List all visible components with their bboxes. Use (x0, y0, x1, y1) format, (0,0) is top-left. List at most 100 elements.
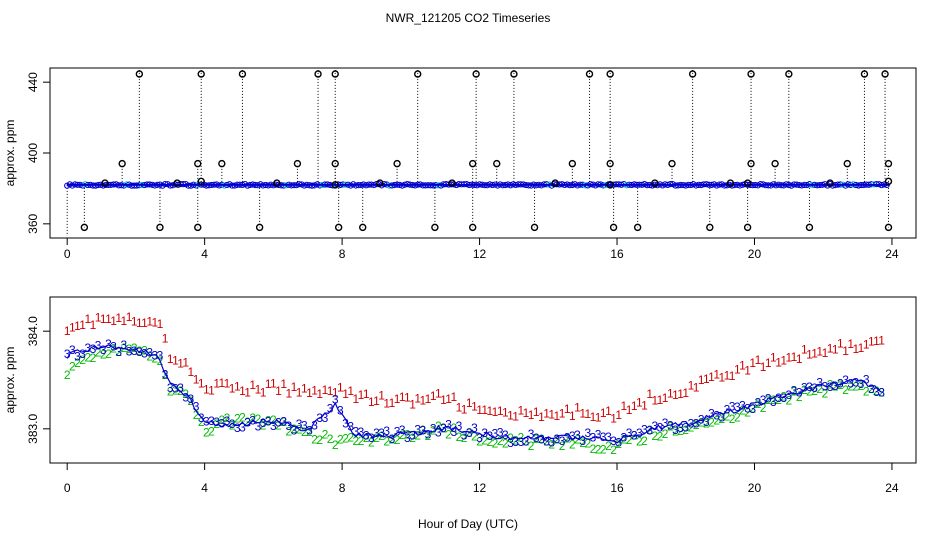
series-3-point: 3 (69, 343, 76, 357)
series-2-point: 2 (456, 430, 463, 444)
series-2-point: 2 (285, 424, 292, 438)
series-2-point: 2 (430, 424, 437, 438)
series-1-point: 1 (399, 390, 406, 404)
series-2-point: 2 (868, 382, 875, 396)
series-2-point: 2 (383, 434, 390, 448)
series-1-point: 1 (760, 360, 767, 374)
spike-low-point (334, 223, 343, 232)
series-1-point: 1 (878, 333, 885, 347)
series-2-point: 2 (502, 436, 509, 450)
series-1-point: 1 (636, 396, 643, 410)
series-1-point: 1 (394, 392, 401, 406)
series-2-point: 2 (471, 429, 478, 443)
series-2-point: 2 (765, 393, 772, 407)
series-2-point: 2 (806, 385, 813, 399)
spike-low-point (530, 223, 539, 232)
series-1-point: 1 (528, 408, 535, 422)
spike-mid-point (771, 159, 779, 168)
series-3-point: 3 (157, 349, 164, 363)
x-axis-label: Hour of Day (UTC) (418, 517, 518, 531)
spike-mid-point (606, 159, 614, 168)
series-2-point: 2 (218, 413, 225, 427)
series-2-point: 2 (394, 433, 401, 447)
top-y-axis: 360 400 440 (26, 72, 51, 234)
series-1-point: 1 (409, 398, 416, 412)
series-3-point: 3 (842, 373, 849, 387)
series-1-point: 1 (827, 342, 834, 356)
series-2-point: 2 (786, 393, 793, 407)
series-2-point: 2 (523, 435, 530, 449)
series-3-point: 3 (115, 345, 122, 359)
series-2-point: 2 (873, 384, 880, 398)
top-x-tick-label: 4 (201, 247, 208, 261)
series-1-point: 1 (239, 384, 246, 398)
series-3-point: 3 (450, 425, 457, 439)
series-3-point: 3 (285, 419, 292, 433)
series-3-point: 3 (528, 427, 535, 441)
series-2-point: 2 (641, 434, 648, 448)
spike-high-point (688, 70, 697, 78)
series-2-point: 2 (564, 432, 571, 446)
series-1-point: 1 (368, 395, 375, 409)
series-1-point: 1 (229, 382, 236, 396)
series-3-point: 3 (662, 416, 669, 430)
series-3-point: 3 (595, 427, 602, 441)
series-2-point: 2 (569, 437, 576, 451)
series-1-point: 1 (430, 389, 437, 403)
series-2-point: 2 (79, 353, 86, 367)
series-2-point: 2 (595, 442, 602, 456)
series-3-point: 3 (100, 343, 107, 357)
spike-high-point (606, 70, 614, 78)
series-3-point: 3 (84, 341, 91, 355)
series-2-point: 2 (698, 416, 705, 430)
series-3-point: 3 (853, 376, 860, 390)
series-1-point: 1 (275, 384, 282, 398)
series-3-point: 3 (672, 423, 679, 437)
series-3-point: 3 (677, 421, 684, 435)
series-2-point: 2 (208, 424, 215, 438)
series-2-point: 2 (657, 429, 664, 443)
series-1-point: 1 (466, 396, 473, 410)
series-3-point: 3 (244, 416, 251, 430)
series-2-point: 2 (760, 401, 767, 415)
series-3-point: 3 (435, 426, 442, 440)
series-1-point: 1 (713, 367, 720, 381)
series-1-point: 1 (461, 402, 468, 416)
series-3-point: 3 (337, 403, 344, 417)
series-2-point: 2 (729, 412, 736, 426)
series-1-point: 1 (141, 316, 148, 330)
series-3-point: 3 (316, 411, 323, 425)
series-2-point: 2 (734, 410, 741, 424)
series-2-point: 2 (682, 423, 689, 437)
series-2-point: 2 (739, 404, 746, 418)
series-3-point: 3 (744, 401, 751, 415)
series-3-point: 3 (600, 430, 607, 444)
top-plot-area (64, 70, 893, 236)
series-2-point: 2 (559, 439, 566, 453)
series-1-point: 1 (734, 362, 741, 376)
spike-low-point (743, 223, 752, 232)
series-1-point: 1 (84, 312, 91, 326)
series-1-point: 1 (492, 405, 499, 419)
series-3-point: 3 (590, 430, 597, 444)
series-1-point: 1 (224, 376, 231, 390)
series-3-point: 3 (74, 350, 81, 364)
series-2-point: 2 (822, 386, 829, 400)
series-2-point: 2 (131, 341, 138, 355)
series-1-point: 1 (471, 399, 478, 413)
top-plot-frame (49, 67, 917, 239)
series-3-line (66, 344, 882, 444)
series-1-point: 1 (95, 311, 102, 325)
series-2-point: 2 (791, 385, 798, 399)
near-baseline-point (606, 181, 614, 189)
series-1-point: 1 (306, 386, 313, 400)
series-3-point: 3 (275, 416, 282, 430)
series-1-point: 1 (816, 344, 823, 358)
near-baseline-point (273, 179, 281, 187)
series-2-point: 2 (136, 344, 143, 358)
bottom-y-axis: 383.0 384.0 (26, 316, 51, 444)
series-2-point: 2 (353, 434, 360, 448)
series-2-point: 2 (337, 433, 344, 447)
bottom-x-axis: 0 4 8 12 16 20 24 (64, 462, 899, 495)
series-3-point: 3 (440, 421, 447, 435)
